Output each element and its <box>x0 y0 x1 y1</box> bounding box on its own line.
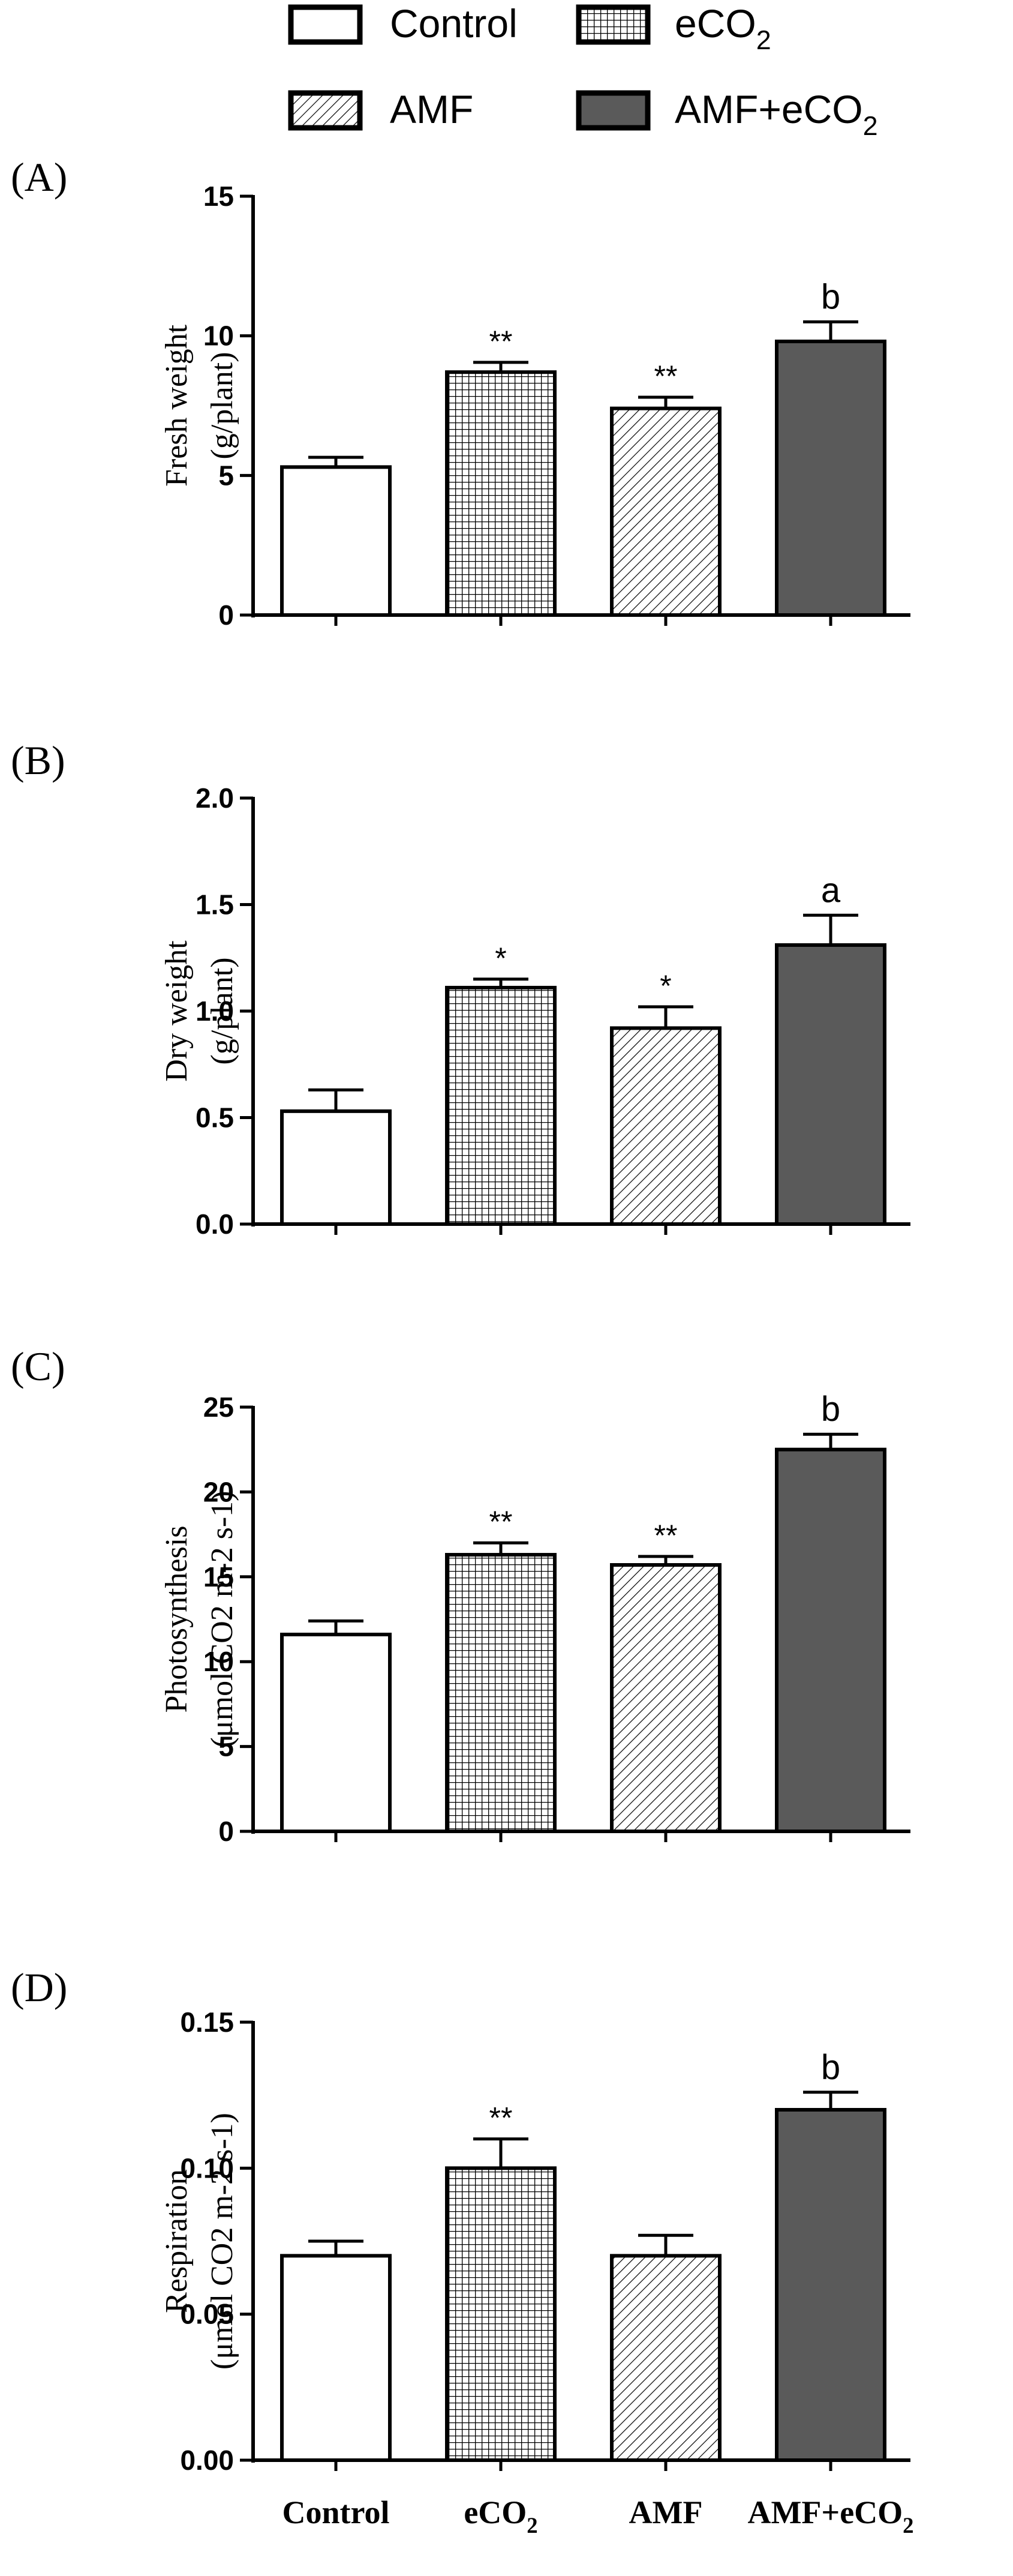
bar-control <box>280 1632 392 1833</box>
y-tick-label: 10 <box>203 320 234 352</box>
legend-label-text: AMF+eCO <box>675 87 863 131</box>
y-tick-label: 0.5 <box>196 1102 234 1133</box>
x-tick-label-subscript: 2 <box>527 2513 537 2538</box>
chart-panel-4: (D) 0.00 0.05 0.10 0.15 Respiration (μmol CO2 … <box>11 1965 914 2538</box>
legend-label-text: AMF <box>390 87 473 131</box>
y-tick-label: 5 <box>218 460 234 491</box>
legend-swatch <box>288 4 363 45</box>
bar-control <box>280 1109 392 1226</box>
x-tick-label: Control <box>282 2494 389 2530</box>
y-axis-label-line: (μmol CO2 m-2 s-1) <box>205 2113 239 2370</box>
legend-label-text: Control <box>390 1 518 46</box>
x-tick-label-subscript: 2 <box>903 2513 913 2538</box>
y-tick-label: 15 <box>203 1561 234 1593</box>
x-tick-label-text: eCO <box>464 2494 527 2530</box>
x-tick-label-text: Control <box>282 2494 389 2530</box>
y-axis-label: Photosynthesis (μmol CO2 m-2 s-1) <box>160 1491 239 1748</box>
bar-amf-eco2 <box>775 1447 886 1833</box>
y-tick-label: 5 <box>218 1731 234 1762</box>
y-axis-label: Dry weight (g/plant) <box>160 940 239 1082</box>
panel-label: (A) <box>11 154 67 200</box>
y-tick-label: 20 <box>203 1476 234 1507</box>
bar-eco2 <box>445 370 557 617</box>
y-tick-label: 0.00 <box>180 2445 234 2476</box>
significance-label: b <box>821 277 840 316</box>
y-tick-label: 15 <box>203 181 234 212</box>
bar-amf <box>610 1563 722 1833</box>
y-tick-label: 25 <box>203 1392 234 1423</box>
significance-label: ** <box>654 359 678 393</box>
x-tick-label: eCO2 <box>464 2494 537 2538</box>
legend-swatch <box>576 90 651 131</box>
y-axis-label: Fresh weight (g/plant) <box>160 324 239 487</box>
legend-label-text: eCO <box>675 1 756 46</box>
y-tick-label: 0 <box>218 1816 234 1847</box>
y-axis-label: Respiration (μmol CO2 m-2 s-1) <box>160 2113 239 2370</box>
legend-label: eCO2 <box>675 1 771 55</box>
bar-amf <box>610 406 722 617</box>
bar-eco2 <box>445 1553 557 1833</box>
panel-label: (B) <box>11 737 65 783</box>
bar-amf-eco2 <box>775 2108 886 2462</box>
legend-label: Control <box>390 1 518 46</box>
y-axis-label-line: Fresh weight <box>160 324 194 487</box>
significance-label: a <box>821 871 841 910</box>
y-tick-label: 0 <box>218 599 234 631</box>
significance-label: ** <box>489 2101 513 2135</box>
y-axis-label-line: (μmol CO2 m-2 s-1) <box>205 1491 239 1748</box>
y-tick-label: 0.0 <box>196 1208 234 1240</box>
significance-label: b <box>821 2048 840 2087</box>
significance-label: * <box>660 969 671 1003</box>
y-tick-label: 10 <box>203 1646 234 1677</box>
legend-label: AMF <box>390 87 473 131</box>
y-axis-label-line: Dry weight <box>160 940 194 1082</box>
x-tick-label: AMF <box>629 2494 703 2530</box>
significance-label: b <box>821 1390 840 1429</box>
y-tick-label: 2.0 <box>196 782 234 814</box>
y-axis-label-line: (g/plant) <box>205 957 239 1064</box>
y-tick-label: 0.15 <box>180 2007 234 2038</box>
y-axis-label-line: Photosynthesis <box>160 1525 194 1713</box>
bar-amf <box>610 2254 722 2462</box>
bar-amf-eco2 <box>775 943 886 1226</box>
significance-label: ** <box>654 1519 678 1552</box>
legend-label: AMF+eCO2 <box>675 87 878 141</box>
y-axis-label-line: (g/plant) <box>205 352 239 459</box>
bar-eco2 <box>445 2166 557 2462</box>
panel-label: (D) <box>11 1965 67 2010</box>
bar-amf <box>610 1026 722 1226</box>
legend-item-eco2: eCO2 <box>576 1 771 55</box>
y-tick-label: 1.5 <box>196 889 234 920</box>
y-tick-label: 1.0 <box>196 995 234 1027</box>
y-tick-label: 0.05 <box>180 2299 234 2330</box>
chart-panel-3: (C) 0 5 10 15 20 25 Photosynthesis (μmol CO2 m-2… <box>11 1344 910 1847</box>
y-axis-label-line: Respiration <box>160 2169 194 2313</box>
legend-swatch <box>576 4 651 45</box>
significance-label: * <box>495 941 506 975</box>
chart-panel-1: (A) 0 5 10 15 Fresh weight (g/plant) ** ** b <box>11 154 910 631</box>
legend-item-amf: AMF <box>288 87 473 131</box>
legend-label-subscript: 2 <box>863 110 878 141</box>
legend-item-amf-eco2: AMF+eCO2 <box>576 87 878 141</box>
legend-item-control: Control <box>288 1 518 46</box>
bar-control <box>280 465 392 617</box>
panel-label: (C) <box>11 1344 65 1389</box>
x-tick-label-text: AMF+eCO <box>747 2494 903 2530</box>
significance-label: ** <box>489 325 513 358</box>
x-tick-label-text: AMF <box>629 2494 703 2530</box>
y-tick-label: 0.10 <box>180 2152 234 2184</box>
bar-eco2 <box>445 985 557 1226</box>
bar-control <box>280 2254 392 2462</box>
legend-label-subscript: 2 <box>756 25 771 55</box>
x-tick-label: AMF+eCO2 <box>747 2494 913 2538</box>
chart-panel-2: (B) 0.0 0.5 1.0 1.5 2.0 Dry weight (g/plant) * * a <box>11 737 910 1240</box>
legend-swatch <box>288 90 363 131</box>
significance-label: ** <box>489 1505 513 1539</box>
bar-amf-eco2 <box>775 339 886 617</box>
